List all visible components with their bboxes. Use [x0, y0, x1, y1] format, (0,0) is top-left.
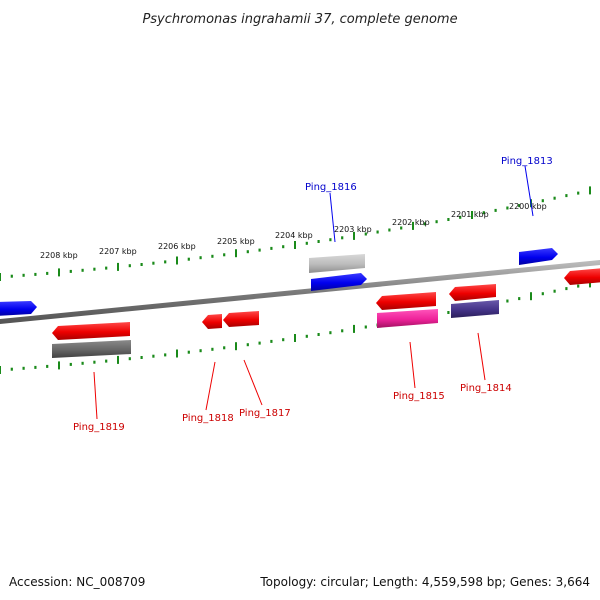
gene-label-ping-1816[interactable]: Ping_1816	[305, 182, 357, 193]
scale-label: 2202 kbp	[392, 218, 430, 227]
forward-gene[interactable]	[0, 301, 37, 316]
scale-label: 2205 kbp	[217, 237, 255, 246]
gene-ping-1819-feature[interactable]	[52, 340, 131, 358]
gene-ping-1817[interactable]	[223, 311, 259, 327]
leader-ping-1814	[477, 332, 486, 381]
gene-label-ping-1813[interactable]: Ping_1813	[501, 156, 553, 167]
gene-label-ping-1815[interactable]: Ping_1815	[393, 391, 445, 402]
reverse-strand-genes	[52, 268, 600, 358]
scale-label: 2201 kbp	[451, 210, 489, 219]
leader-ping-1817	[243, 359, 263, 406]
gene-label-ping-1817[interactable]: Ping_1817	[239, 408, 291, 419]
gene-label-ping-1814[interactable]: Ping_1814	[460, 383, 512, 394]
map-title: Psychromonas ingrahamii 37, complete gen…	[142, 12, 457, 27]
leader-ping-1816	[329, 192, 336, 243]
scale-label: 2200 kbp	[509, 202, 547, 211]
gene-ping-1815-feature[interactable]	[377, 309, 438, 328]
reverse-gene[interactable]	[564, 268, 600, 285]
leader-ping-1819	[93, 371, 98, 420]
gene-ping-1816[interactable]	[311, 273, 367, 291]
gene-label-ping-1819[interactable]: Ping_1819	[73, 422, 125, 433]
gene-ping-1814-feature[interactable]	[451, 300, 499, 318]
scale-labels: 2208 kbp 2207 kbp 2206 kbp 2205 kbp 2204…	[40, 202, 547, 260]
forward-strand-genes	[0, 248, 558, 316]
leader-ping-1818	[205, 361, 216, 411]
leader-ping-1813	[524, 165, 534, 217]
gene-ping-1816-feature[interactable]	[309, 254, 365, 273]
label-leaders	[93, 165, 534, 420]
leader-ping-1815	[409, 341, 416, 389]
gene-ping-1814[interactable]	[449, 284, 496, 301]
gene-ping-1818[interactable]	[202, 314, 222, 329]
scale-label: 2207 kbp	[99, 247, 137, 256]
genome-backbone	[0, 259, 600, 325]
gene-ping-1819[interactable]	[52, 322, 130, 340]
scale-label: 2204 kbp	[275, 231, 313, 240]
genome-summary-text: Topology: circular; Length: 4,559,598 bp…	[260, 575, 590, 589]
scale-label: 2206 kbp	[158, 242, 196, 251]
scale-label: 2208 kbp	[40, 251, 78, 260]
gene-ping-1815[interactable]	[376, 292, 436, 310]
gene-labels: Ping_1816 Ping_1813 Ping_1819 Ping_1818 …	[73, 156, 553, 433]
gene-label-ping-1818[interactable]: Ping_1818	[182, 413, 234, 424]
accession-text: Accession: NC_008709	[9, 575, 146, 589]
gene-ping-1813[interactable]	[519, 248, 558, 265]
scale-label: 2203 kbp	[334, 225, 372, 234]
